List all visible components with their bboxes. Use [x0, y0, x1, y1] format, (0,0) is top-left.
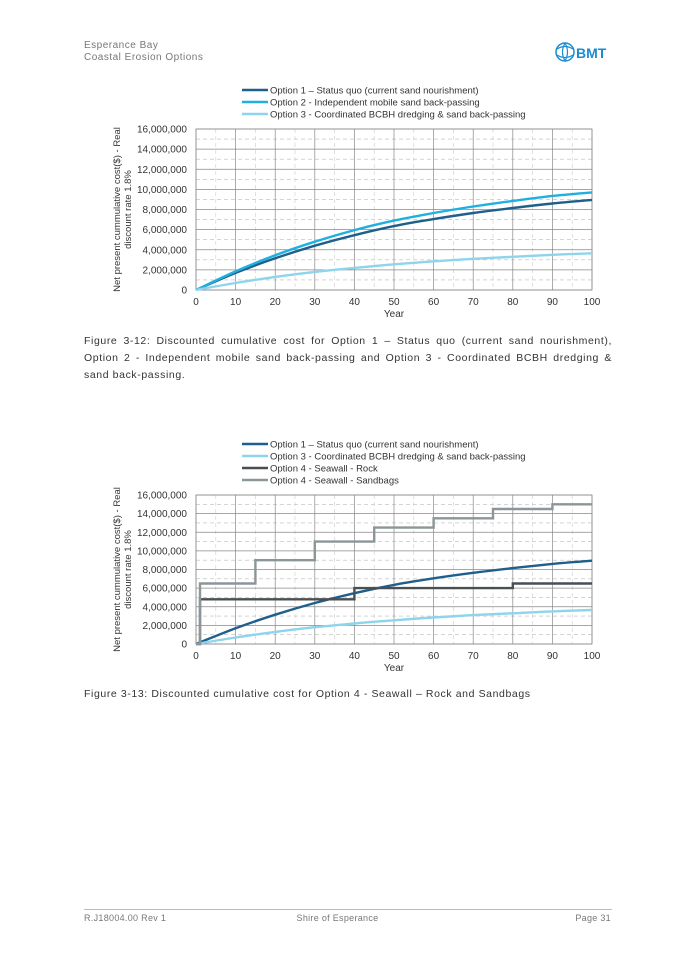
x-tick-label: 90: [547, 297, 559, 308]
x-tick-label: 100: [584, 651, 601, 662]
footer-divider: [84, 909, 612, 910]
series-line-4: [196, 503, 592, 646]
y-tick-label: 16,000,000: [137, 491, 187, 502]
y-tick-label: 10,000,000: [137, 185, 187, 196]
footer-report-id: R.J18004.00 Rev 1: [84, 913, 167, 923]
footer-client: Shire of Esperance: [296, 913, 379, 923]
legend-label-3: Option 3 - Coordinated BCBH dredging & s…: [270, 110, 526, 121]
x-tick-label: 70: [468, 651, 480, 662]
bmt-logo: BMT: [554, 38, 614, 68]
y-tick-label: 12,000,000: [137, 528, 187, 539]
y-tick-label: 14,000,000: [137, 509, 187, 520]
x-tick-label: 30: [309, 297, 321, 308]
y-axis-title-line2: discount rate 1.8%: [123, 530, 134, 609]
chart-option-1-2-3: 0 2,000,000 4,000,000 6,000,000 8,000,000 10,…: [112, 86, 601, 321]
y-tick-label: 12,000,000: [137, 165, 187, 176]
chart-option-4: 0 2,000,000 4,000,000 6,000,000 8,000,000 10,…: [112, 440, 601, 675]
legend-label-3: Option 4 - Seawall - Rock: [270, 464, 378, 475]
x-tick-label: 50: [388, 297, 400, 308]
y-tick-label: 4,000,000: [143, 602, 188, 613]
x-tick-label: 80: [507, 297, 519, 308]
footer-page-number: Page 31: [575, 913, 611, 923]
y-axis-title-line2: discount rate 1.8%: [123, 170, 134, 249]
x-tick-label: 0: [193, 651, 199, 662]
series-line-1: [195, 198, 593, 292]
x-tick-label: 90: [547, 651, 559, 662]
figure-caption-3-12: Figure 3-12: Discounted cumulative cost …: [84, 335, 612, 381]
x-tick-label: 70: [468, 297, 480, 308]
x-tick-label: 40: [349, 297, 361, 308]
y-tick-label: 2,000,000: [143, 265, 188, 276]
x-tick-label: 80: [507, 651, 519, 662]
x-tick-label: 10: [230, 297, 242, 308]
x-tick-label: 60: [428, 297, 440, 308]
y-tick-label: 4,000,000: [143, 245, 188, 256]
y-tick-label: 16,000,000: [137, 125, 187, 136]
series-line-1: [195, 559, 593, 646]
x-axis-title: Year: [384, 309, 405, 320]
x-tick-label: 30: [309, 651, 321, 662]
legend-label-4: Option 4 - Seawall - Sandbags: [270, 476, 399, 487]
x-tick-label: 50: [388, 651, 400, 662]
x-tick-label: 0: [193, 297, 199, 308]
y-tick-label: 0: [181, 640, 187, 651]
y-tick-label: 6,000,000: [143, 584, 188, 595]
globe-icon: [555, 42, 575, 62]
x-tick-label: 40: [349, 651, 361, 662]
legend-label-2: Option 3 - Coordinated BCBH dredging & s…: [270, 452, 526, 463]
series-line-2: [195, 191, 593, 292]
legend-label-1: Option 1 – Status quo (current sand nour…: [270, 86, 479, 97]
y-tick-label: 2,000,000: [143, 621, 188, 632]
x-tick-label: 20: [270, 651, 282, 662]
x-tick-label: 60: [428, 651, 440, 662]
y-tick-label: 14,000,000: [137, 145, 187, 156]
figure-caption-3-13: Figure 3-13: Discounted cumulative cost …: [84, 688, 531, 700]
x-tick-label: 20: [270, 297, 282, 308]
y-tick-label: 10,000,000: [137, 546, 187, 557]
legend-label-2: Option 2 - Independent mobile sand back-…: [270, 98, 480, 109]
y-tick-label: 0: [181, 286, 187, 297]
logo-text: BMT: [576, 45, 607, 61]
x-tick-label: 10: [230, 651, 242, 662]
x-axis-title: Year: [384, 663, 405, 674]
y-tick-label: 8,000,000: [143, 205, 188, 216]
series-line-3: [195, 252, 593, 292]
header-project: Esperance Bay: [84, 40, 159, 51]
y-tick-label: 8,000,000: [143, 565, 188, 576]
header-subtitle: Coastal Erosion Options: [84, 52, 204, 63]
x-tick-label: 100: [584, 297, 601, 308]
page-header: Esperance Bay Coastal Erosion Options: [84, 40, 203, 64]
series-line-2: [195, 608, 593, 646]
legend-label-1: Option 1 – Status quo (current sand nour…: [270, 440, 479, 451]
y-axis-title-line1: Net present cummulative cost($) - Real: [112, 127, 123, 292]
y-axis-title-line1: Net present cummulative cost($) - Real: [112, 487, 123, 652]
y-tick-label: 6,000,000: [143, 225, 188, 236]
